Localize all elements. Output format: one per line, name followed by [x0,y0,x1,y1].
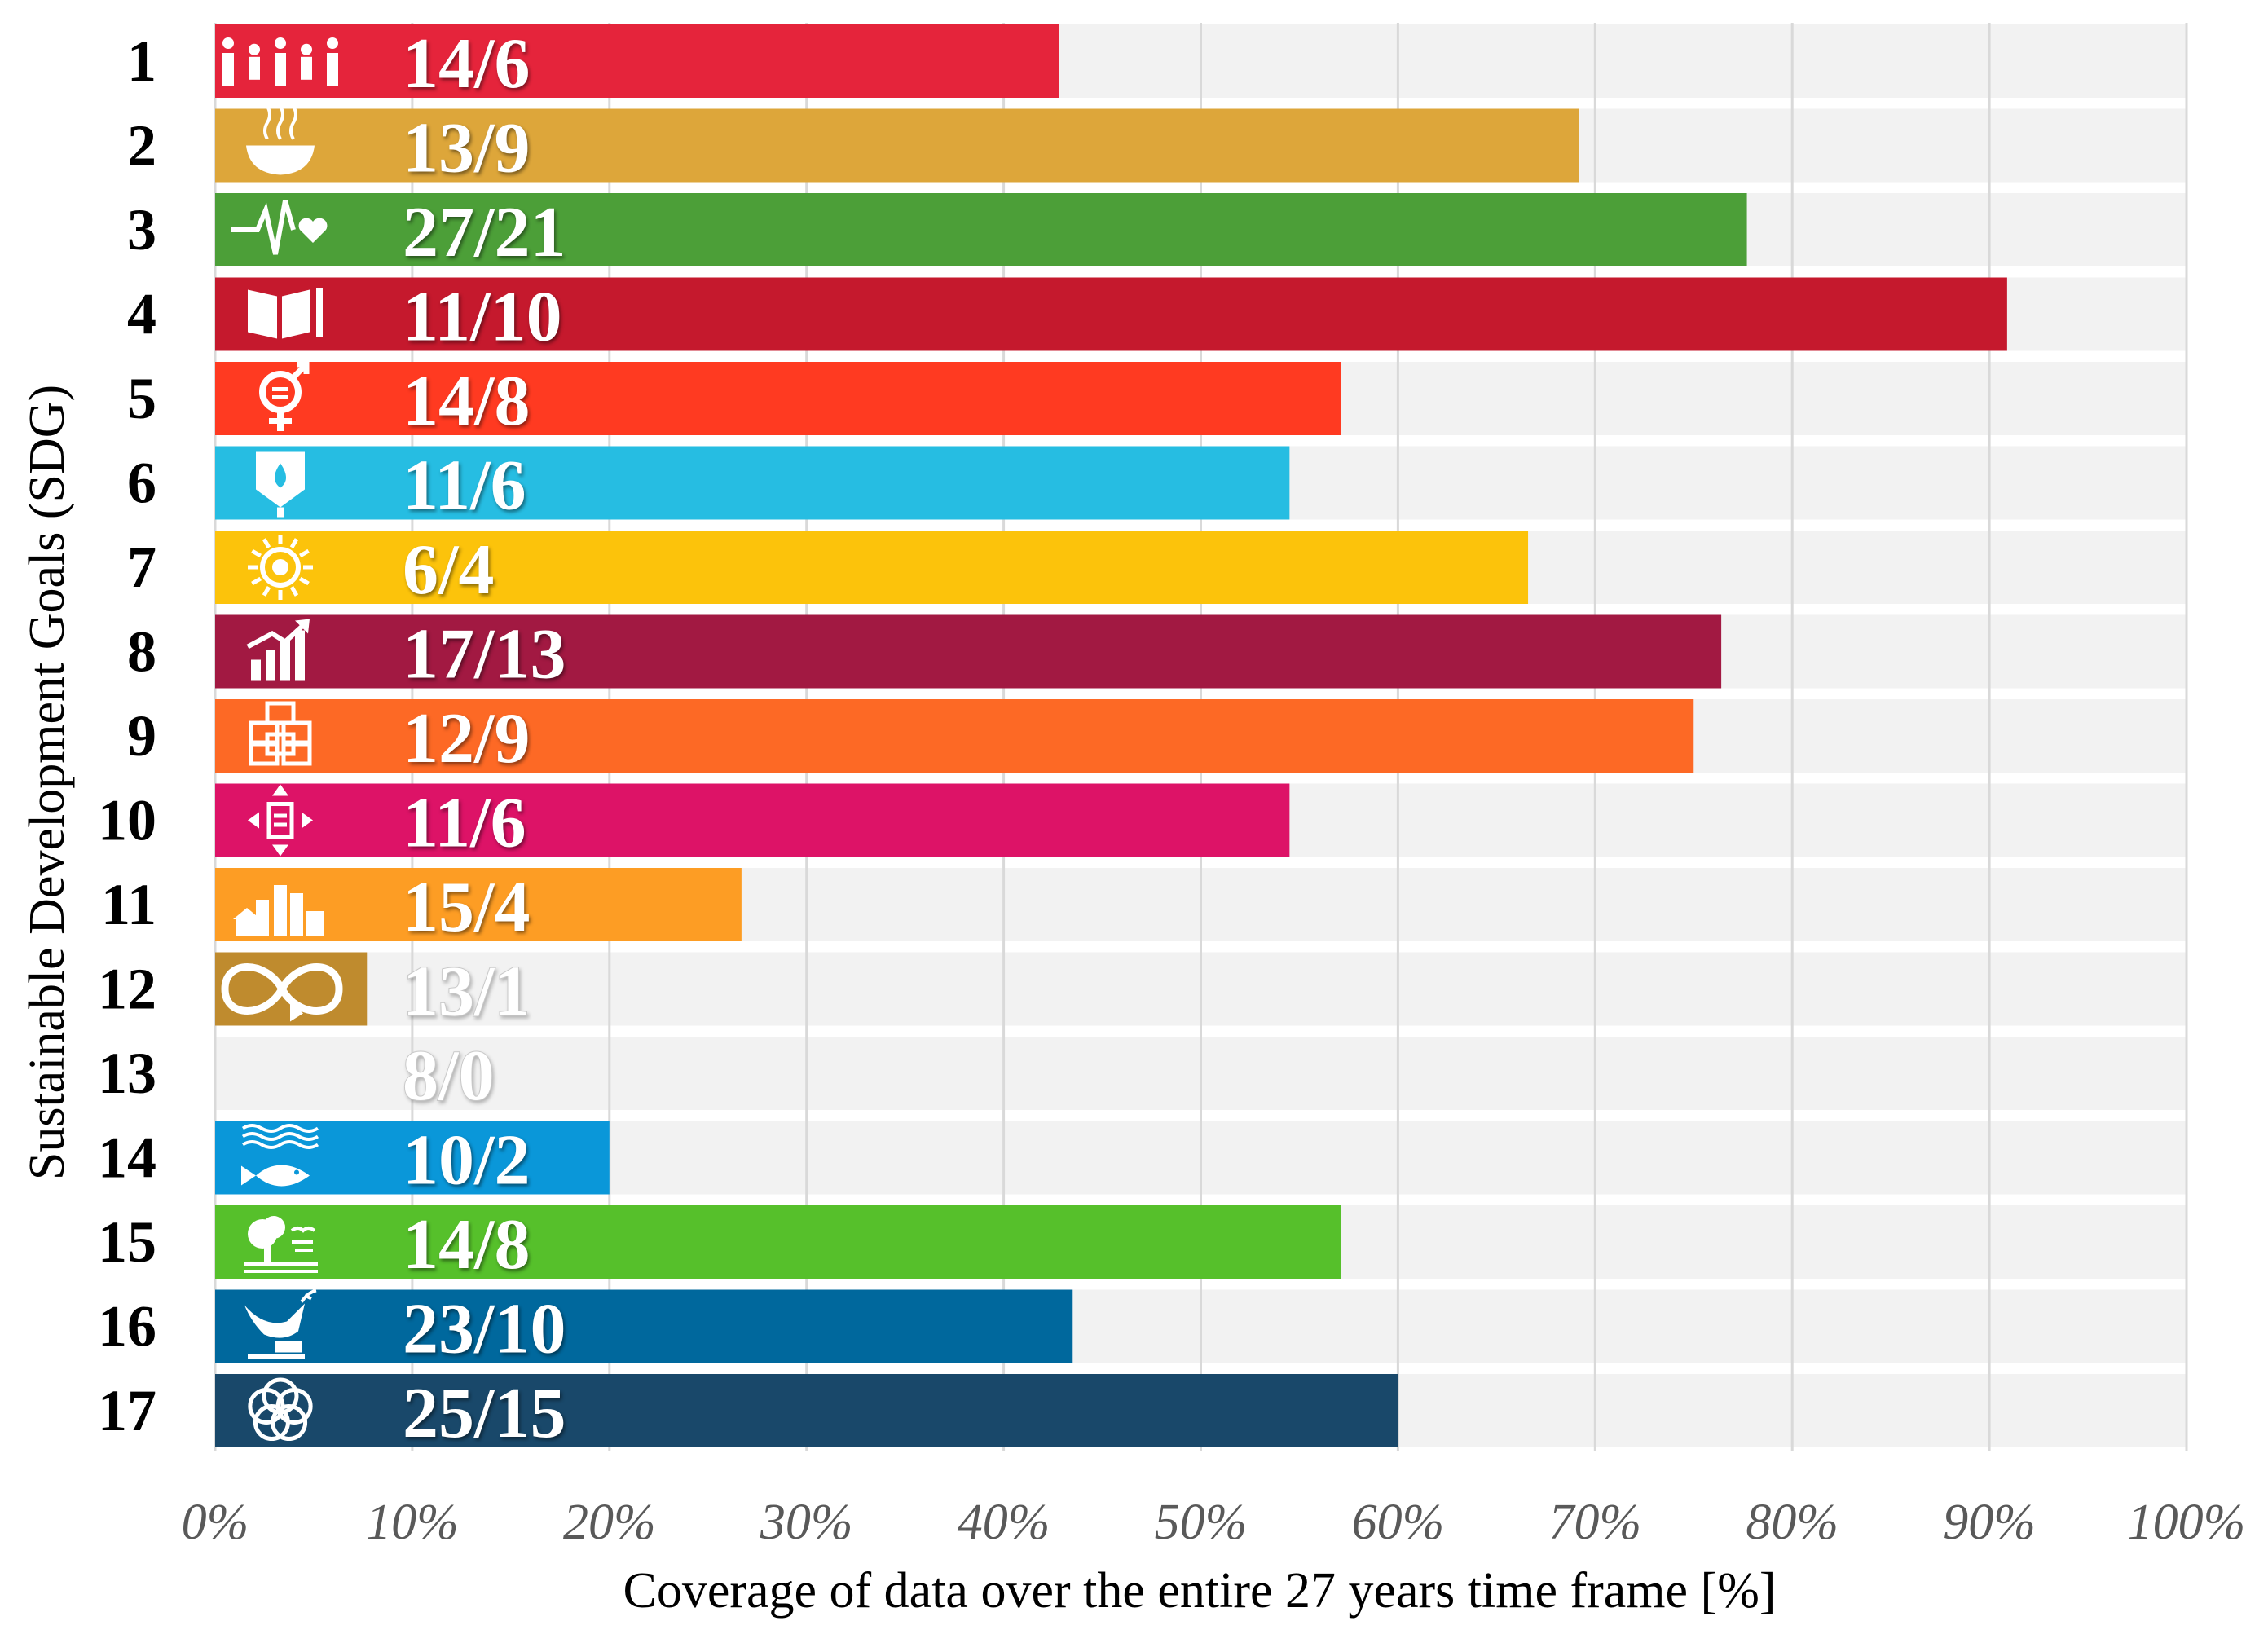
category-label: 13 [98,1041,156,1106]
partnerships-icon [248,1377,313,1442]
category-label: 17 [98,1378,156,1443]
reduced-inequalities-icon [248,784,313,857]
category-label: 3 [127,197,156,262]
zero-hunger-icon [246,105,315,175]
category-label: 10 [98,788,156,853]
bar-value-label: 12/9 [403,699,530,778]
category-label: 6 [127,451,156,516]
bar-value-label: 8/0 [403,1037,494,1116]
sdg-icons [221,37,343,1442]
bar-value-label: 15/4 [403,868,530,947]
bar-value-label: 11/6 [403,784,526,863]
x-tick-label: 10% [366,1495,459,1550]
bar-value-label: 13/1 [403,953,530,1032]
category-label: 11 [101,872,156,937]
x-tick-label: 90% [1943,1495,2036,1550]
industry-innovation-icon [249,701,312,766]
sustainable-cities-icon [233,885,324,936]
clean-energy-icon [248,535,313,600]
bar-value-label: 11/6 [403,447,526,526]
category-label: 7 [127,535,156,600]
bar [215,193,1747,266]
category-label: 15 [98,1209,156,1275]
responsible-consumption-icon [221,963,343,1022]
bar-value-label: 14/8 [403,1205,530,1284]
bar [215,531,1529,604]
bar [215,24,1059,98]
category-label: 5 [127,366,156,431]
bar [215,446,1290,520]
bar [215,1374,1398,1447]
x-tick-label: 40% [958,1495,1050,1550]
life-below-water-icon [241,1124,319,1187]
bar [215,277,2007,351]
category-label: 2 [127,113,156,178]
bar-value-label: 13/9 [403,109,530,188]
good-health-icon [231,200,328,255]
x-tick-label: 30% [760,1495,853,1550]
x-tick-labels: 0% 10% 20% 30% 40% 50% 60% 70% 80% 90% 100% [182,1495,2246,1550]
bar [215,614,1722,689]
bar-value-label: 17/13 [403,615,566,694]
quality-education-icon [248,288,323,339]
category-label: 1 [127,29,156,94]
x-tick-label: 100% [2128,1495,2246,1550]
x-tick-label: 60% [1352,1495,1445,1550]
x-axis-title: Coverage of data over the entire 27 year… [623,1563,1776,1619]
bar-value-label: 10/2 [403,1121,530,1200]
bar-value-label: 14/8 [403,362,530,441]
bar [215,783,1290,857]
category-label: 12 [98,957,156,1022]
gender-equality-icon [259,361,310,431]
bar-value-label: 25/15 [403,1374,566,1453]
economic-growth-icon [246,619,310,681]
bar-value-label: 6/4 [403,531,494,610]
bar-value-label: 14/6 [403,24,530,104]
life-on-land-icon [244,1216,318,1273]
category-label: 8 [127,619,156,685]
bar [215,362,1341,435]
peace-justice-icon [244,1288,317,1359]
category-label: 16 [98,1294,156,1359]
bar-labels: 14/613/927/2111/1014/811/66/417/1312/911… [402,24,566,1453]
bar [215,1289,1073,1363]
bar-value-label: 27/21 [403,193,566,272]
bars [215,24,2007,1447]
bar-value-label: 11/10 [403,278,562,357]
x-tick-label: 20% [563,1495,656,1550]
x-tick-label: 50% [1155,1495,1248,1550]
bar [215,699,1694,773]
bar [215,108,1579,183]
category-label: 9 [127,703,156,769]
bar [215,1205,1341,1279]
clean-water-icon [256,451,305,518]
no-poverty-icon [222,37,338,86]
category-label: 14 [98,1125,156,1191]
bar-value-label: 23/10 [403,1290,566,1369]
category-label: 4 [127,282,156,347]
x-tick-label: 0% [182,1495,249,1550]
x-tick-label: 80% [1746,1495,1839,1550]
y-axis-title: Sustainable Development Goals (SDG) [20,385,75,1180]
x-tick-label: 70% [1548,1495,1641,1550]
